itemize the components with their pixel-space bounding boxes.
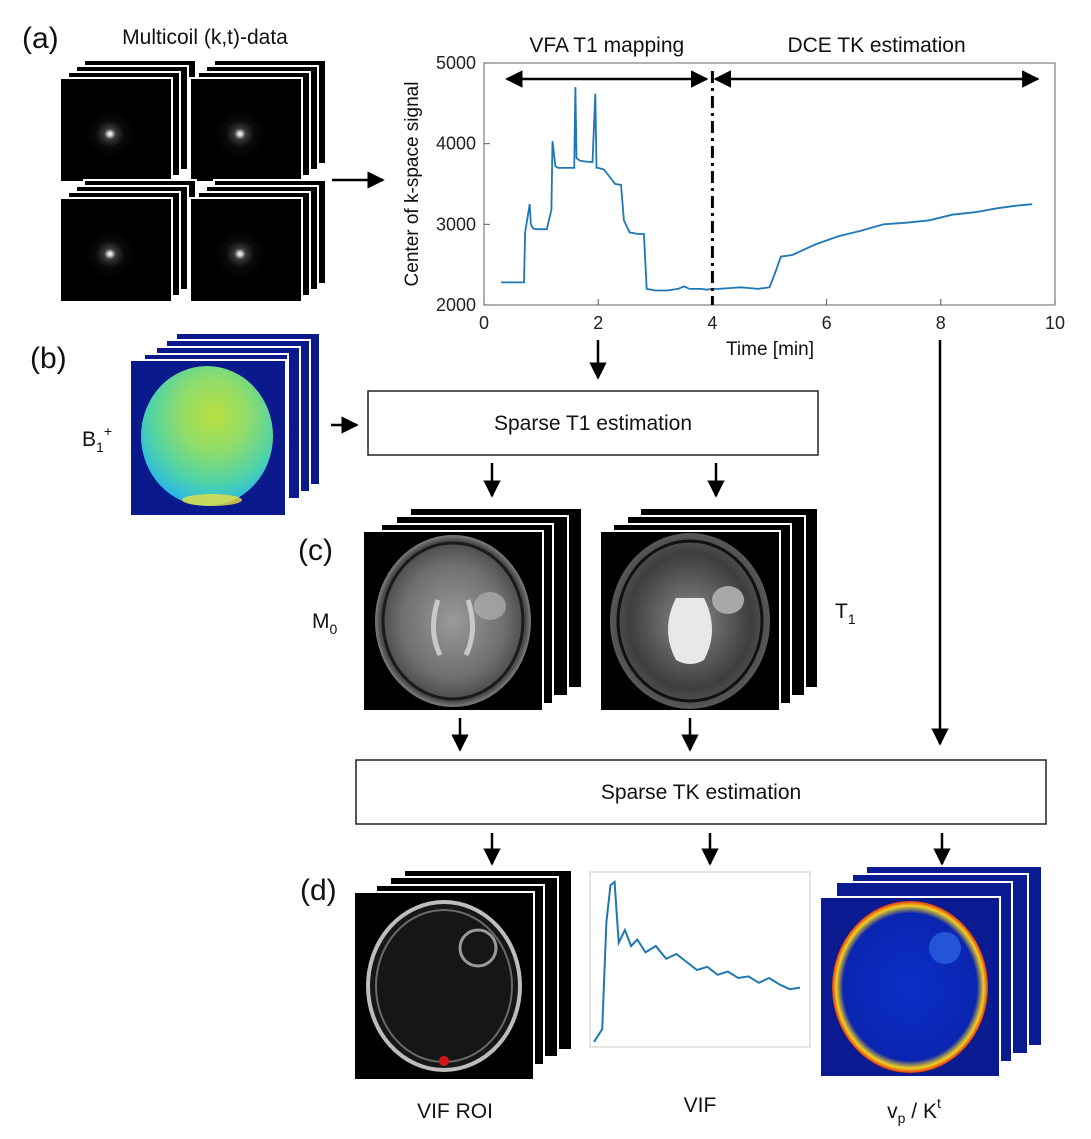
m0-map-stack — [362, 507, 583, 712]
caption-vp-kt: vp / Kt — [887, 1095, 941, 1126]
vif-curve-panel — [589, 871, 811, 1048]
y-tick-label: 4000 — [436, 134, 476, 154]
t1-map-stack — [599, 507, 819, 712]
vif-roi-stack — [353, 869, 573, 1081]
y-tick-label: 2000 — [436, 295, 476, 315]
b1-map-stack — [129, 332, 321, 517]
multicoil-title: Multicoil (k,t)-data — [122, 26, 288, 49]
chart-frame — [483, 62, 1056, 306]
kspace-frame-2 — [84, 230, 136, 278]
caption-vif-roi: VIF ROI — [417, 1100, 493, 1123]
kspace-frame-1 — [214, 110, 266, 158]
kspace-frame-3 — [214, 230, 266, 278]
annotation-dce-tk-estimation: DCE TK estimation — [787, 34, 965, 57]
sparse-t1-estimation-box — [367, 390, 819, 456]
y-tick-label: 5000 — [436, 53, 476, 73]
vif-curve-frame — [589, 871, 811, 1048]
panel-label-b: (b) — [30, 342, 67, 375]
x-tick-label: 2 — [593, 313, 603, 333]
y-tick-label: 3000 — [436, 214, 476, 234]
chart-y-axis-label: Center of k-space signal — [402, 82, 423, 287]
vp-kt-stack — [819, 865, 1043, 1078]
panel-label-c: (c) — [298, 534, 333, 567]
multicoil-kspace-stacks — [59, 59, 327, 303]
signal-series-line — [501, 87, 1033, 292]
kspace-signal-chart: 0 2 4 6 8 10 2000 3000 4000 5000 VFA T1 mapping D… — [402, 34, 1065, 360]
m0-label: M0 — [312, 610, 338, 637]
x-tick-label: 4 — [707, 313, 717, 333]
x-tick-label: 0 — [479, 313, 489, 333]
annotation-vfa-t1-mapping: VFA T1 mapping — [529, 34, 684, 57]
b1-label: B1+ — [82, 423, 112, 455]
sparse-t1-estimation-label: Sparse T1 estimation — [494, 412, 692, 435]
caption-vif: VIF — [684, 1094, 717, 1117]
panel-label-d: (d) — [300, 874, 337, 907]
sparse-tk-estimation-box — [355, 759, 1047, 825]
x-tick-label: 10 — [1045, 313, 1065, 333]
vif-roi-brain — [366, 900, 522, 1072]
vif-roi-marker — [439, 1056, 449, 1066]
panel-label-a: (a) — [22, 22, 59, 55]
x-tick-label: 8 — [936, 313, 946, 333]
vif-curve-line — [593, 880, 801, 1043]
vp-kt-brain — [832, 901, 988, 1073]
m0-brain — [375, 535, 531, 707]
kspace-frame-0 — [84, 110, 136, 158]
t1-label: T1 — [835, 600, 856, 627]
sparse-tk-estimation-label: Sparse TK estimation — [601, 781, 801, 804]
chart-x-axis-label: Time [min] — [726, 339, 814, 360]
x-tick-label: 6 — [822, 313, 832, 333]
b1-head-region — [141, 366, 273, 506]
